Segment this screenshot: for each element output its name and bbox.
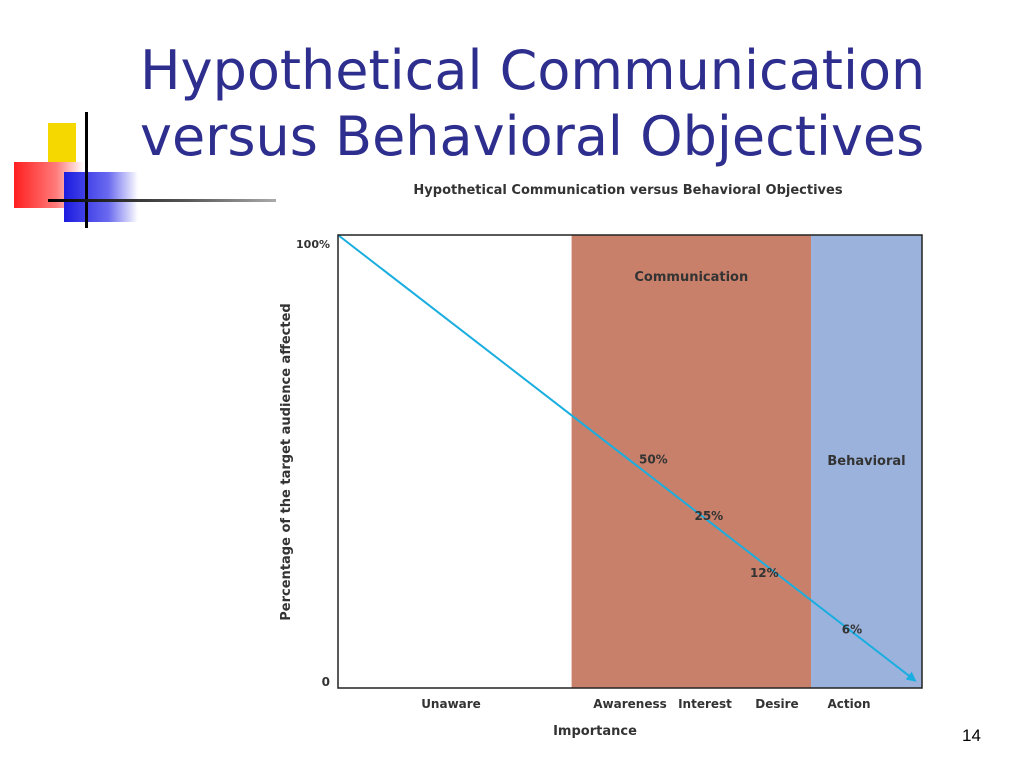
plot-frame: [337, 234, 923, 689]
x-tick-label: Interest: [678, 697, 732, 711]
y-tick-label: 0: [322, 675, 330, 689]
x-tick-label: Awareness: [593, 697, 667, 711]
region-label-communication: Communication: [634, 270, 748, 285]
x-tick-label: Unaware: [421, 697, 481, 711]
point-label: 50%: [639, 453, 668, 467]
region-label-behavioral: Behavioral: [827, 454, 905, 469]
series-line: [337, 234, 917, 682]
point-label: 25%: [694, 509, 723, 523]
region-unaware: [338, 235, 572, 688]
x-tick-label: Action: [827, 697, 870, 711]
point-label: 6%: [842, 622, 862, 636]
decor-blue-bar: [64, 172, 138, 222]
region-communication: [571, 235, 812, 688]
decor-horizontal-line: [48, 199, 276, 202]
decor-vertical-line: [85, 112, 88, 228]
slide-title-line1: Hypothetical Communication: [140, 39, 926, 102]
slide-title: Hypothetical Communication versus Behavi…: [140, 38, 1000, 170]
region-behavioral: [811, 235, 922, 688]
chart-title: Hypothetical Communication versus Behavi…: [413, 183, 842, 198]
y-tick-label: 100%: [296, 238, 330, 251]
slide-title-line2: versus Behavioral Objectives: [140, 105, 925, 168]
slide-page-number: 14: [962, 726, 981, 745]
x-tick-label: Desire: [755, 697, 798, 711]
point-label: 12%: [750, 566, 779, 580]
x-axis-label: Importance: [553, 724, 637, 739]
y-axis-label: Percentage of the target audience affect…: [279, 303, 294, 620]
